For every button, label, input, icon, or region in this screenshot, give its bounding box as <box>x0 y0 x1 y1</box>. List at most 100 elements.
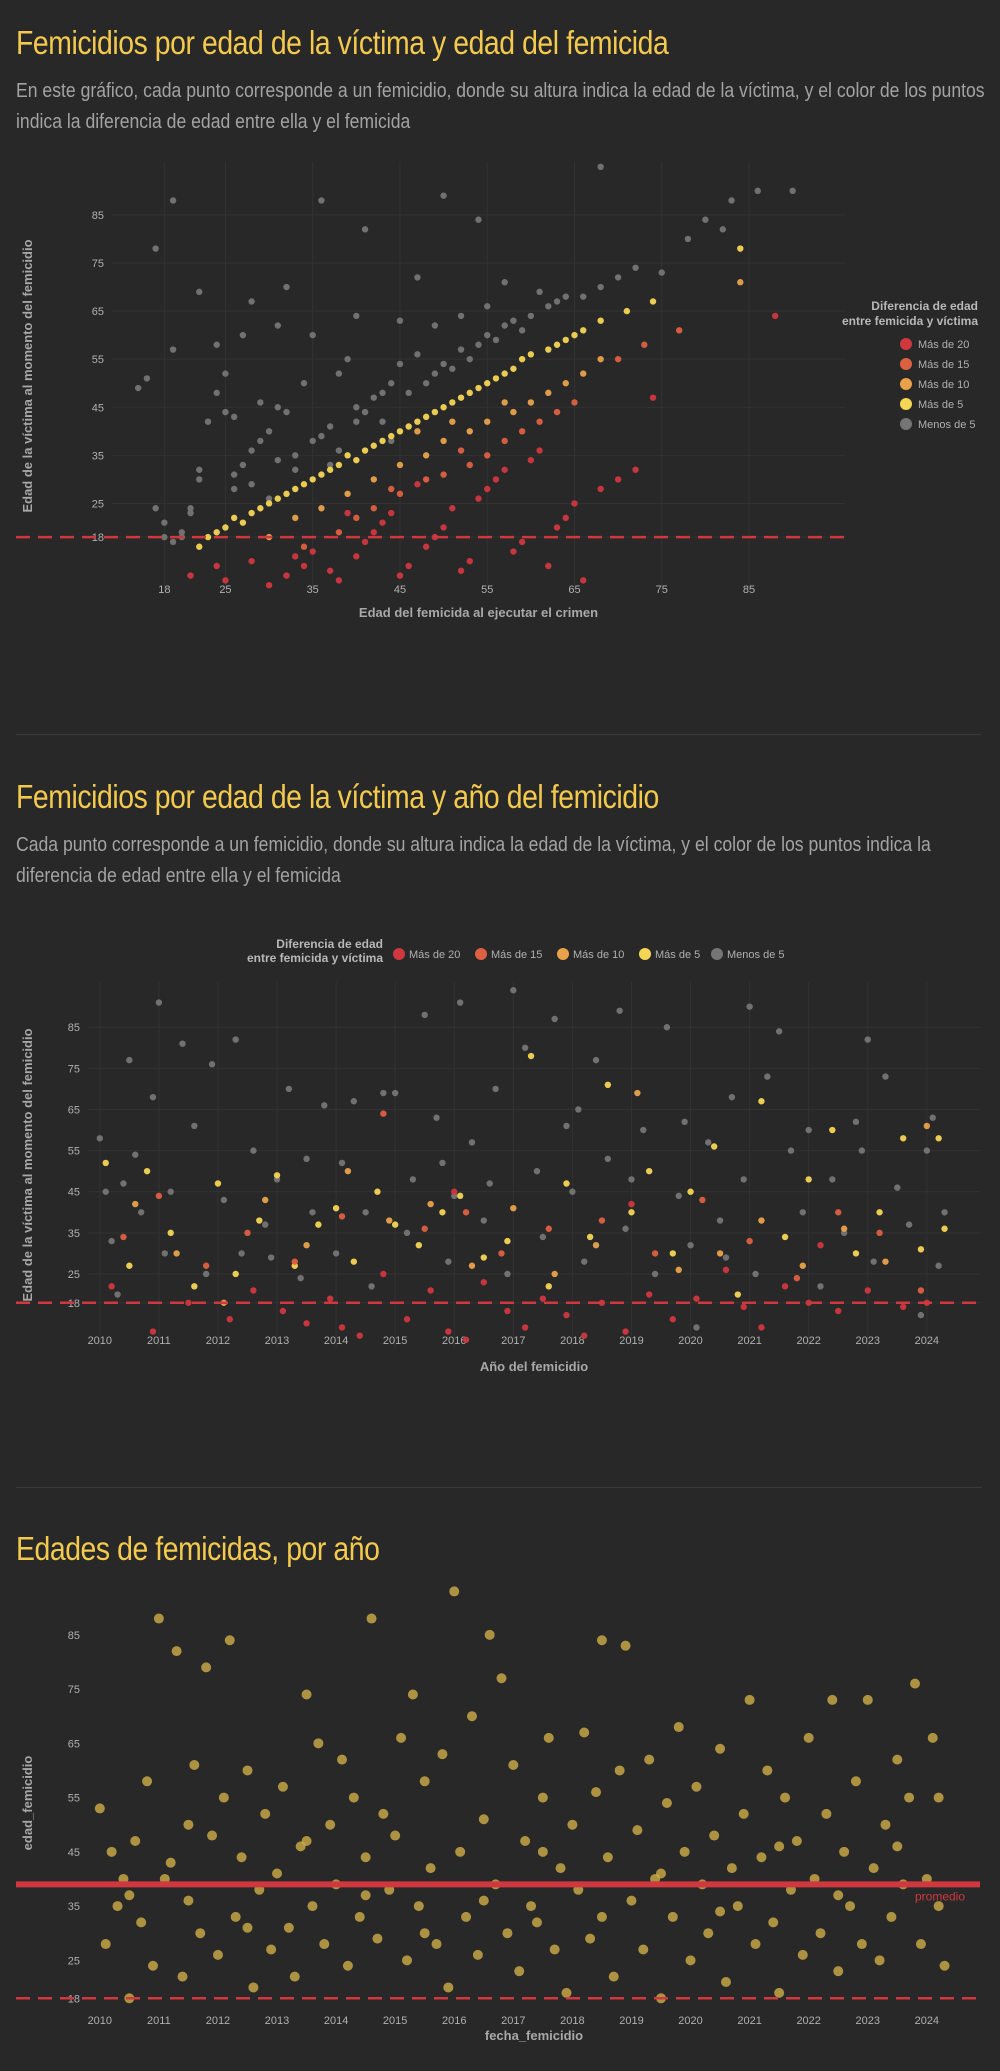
point-femicida-31 <box>277 1781 288 1792</box>
point-mas-de-20-34 <box>571 500 578 507</box>
point-mas-de-10-13 <box>562 380 569 387</box>
point-mas-de-5-14 <box>391 1221 399 1228</box>
point-mas-de-20-42 <box>344 509 351 517</box>
point-femicida-58 <box>437 1749 448 1760</box>
point-menos-de-5-47 <box>551 1015 558 1023</box>
point-femicida-57 <box>431 1939 442 1950</box>
y-tick-label-35: 35 <box>68 1228 80 1240</box>
point-femicida-26 <box>248 1982 259 1993</box>
point-menos-de-5-43 <box>510 987 517 994</box>
point-femicida-124 <box>827 1694 838 1705</box>
y-tick-label-75: 75 <box>68 1684 80 1696</box>
point-mas-de-15-14 <box>746 1237 753 1245</box>
point-mas-de-10-9 <box>510 1204 517 1212</box>
point-femicida-83 <box>585 1933 596 1944</box>
point-mas-de-20-26 <box>722 1266 730 1274</box>
point-mas-de-20-11 <box>361 538 369 546</box>
point-mas-de-20-15 <box>480 1279 487 1286</box>
point-femicida-139 <box>915 1939 926 1950</box>
point-femicida-12 <box>165 1857 176 1868</box>
point-mas-de-5-29 <box>710 1143 718 1150</box>
point-femicida-82 <box>579 1727 590 1738</box>
legend-label-mas-de-10: Más de 10 <box>918 379 969 391</box>
point-femicida-16 <box>189 1760 200 1771</box>
point-mas-de-20-36 <box>597 485 604 493</box>
point-menos-de-5-3 <box>120 1180 127 1187</box>
point-femicida-32 <box>283 1922 294 1933</box>
point-femicida-108 <box>732 1901 743 1912</box>
point-menos-de-5-67 <box>702 216 709 223</box>
x-tick-label-2015: 2015 <box>383 1335 407 1347</box>
point-mas-de-20-5 <box>279 1307 287 1315</box>
legend-label-mas-de-10: Más de 10 <box>573 949 624 961</box>
point-menos-de-5-54 <box>501 322 508 329</box>
point-mas-de-10-15 <box>758 1217 765 1224</box>
point-femicida-56 <box>425 1863 436 1874</box>
point-femicida-133 <box>880 1819 891 1830</box>
point-femicida-41 <box>337 1754 348 1765</box>
point-menos-de-5-14 <box>213 389 220 397</box>
x-tick-label-2020: 2020 <box>678 1335 702 1347</box>
point-mas-de-10-2 <box>318 505 325 512</box>
point-menos-de-5-7 <box>149 1093 157 1101</box>
point-mas-de-10-19 <box>923 1122 931 1130</box>
point-menos-de-5-56 <box>518 327 526 334</box>
point-femicida-155 <box>774 1841 785 1852</box>
x-tick-label-2014: 2014 <box>324 2015 348 2027</box>
point-mas-de-20-38 <box>632 466 639 473</box>
point-menos-de-5-18 <box>250 1147 257 1154</box>
point-femicida-87 <box>608 1971 619 1982</box>
point-mas-de-20-32 <box>553 524 561 531</box>
point-menos-de-5-52 <box>484 331 491 339</box>
point-mas-de-5-5 <box>239 519 247 526</box>
point-femicida-130 <box>862 1694 873 1705</box>
point-mas-de-20-3 <box>226 1316 233 1323</box>
x-tick-label-2024: 2024 <box>915 1335 939 1347</box>
point-mas-de-15-11 <box>598 1217 606 1224</box>
point-mas-de-15-17 <box>876 1229 883 1237</box>
point-menos-de-5-55 <box>510 317 517 324</box>
point-menos-de-5-50 <box>581 1258 588 1265</box>
legend-swatch-mas-de-20 <box>900 338 912 350</box>
section-perpetrator-age-by-year: Edades de femicidas, por año 18253545556… <box>0 1490 1000 2071</box>
point-femicida-76 <box>543 1732 554 1743</box>
y-tick-label-35: 35 <box>92 450 104 462</box>
point-mas-de-5-1 <box>204 533 212 541</box>
point-menos-de-5-50 <box>466 355 473 363</box>
point-menos-de-5-5 <box>132 1151 139 1158</box>
point-menos-de-5-11 <box>179 1040 186 1047</box>
point-menos-de-5-89 <box>575 1106 582 1113</box>
point-mas-de-5-39 <box>545 346 552 353</box>
point-mas-de-5-5 <box>214 1180 222 1187</box>
point-menos-de-5-26 <box>292 452 299 459</box>
point-mas-de-20-6 <box>300 562 308 570</box>
point-menos-de-5-9 <box>161 1250 168 1257</box>
point-mas-de-5-26 <box>645 1167 653 1175</box>
point-menos-de-5-60 <box>687 1241 694 1249</box>
point-femicida-72 <box>520 1835 531 1846</box>
point-menos-de-5-59 <box>553 298 561 305</box>
point-mas-de-5-15 <box>326 466 334 473</box>
point-menos-de-5-57 <box>651 1270 659 1278</box>
point-menos-de-5-27 <box>292 466 299 473</box>
point-femicida-147 <box>301 1835 312 1846</box>
point-mas-de-20-10 <box>353 553 360 560</box>
point-mas-de-5-31 <box>758 1098 765 1105</box>
legend-label-menos-de-5: Menos de 5 <box>727 949 784 961</box>
point-menos-de-5-22 <box>265 428 273 435</box>
point-mas-de-15-6 <box>440 471 447 478</box>
point-mas-de-20-1 <box>149 1328 157 1335</box>
point-menos-de-5-44 <box>414 351 421 358</box>
point-menos-de-5-24 <box>321 1102 328 1109</box>
point-femicida-97 <box>667 1911 678 1922</box>
point-mas-de-20-40 <box>771 312 779 320</box>
point-mas-de-20-20 <box>449 505 456 512</box>
point-mas-de-5-11 <box>332 1204 340 1212</box>
point-mas-de-5-30 <box>734 1291 742 1298</box>
point-mas-de-20-39 <box>649 394 657 401</box>
point-mas-de-20-15 <box>396 572 404 579</box>
point-mas-de-20-3 <box>248 557 255 565</box>
point-menos-de-5-3 <box>152 245 159 252</box>
point-menos-de-5-54 <box>622 1225 629 1232</box>
point-menos-de-5-58 <box>545 303 552 310</box>
